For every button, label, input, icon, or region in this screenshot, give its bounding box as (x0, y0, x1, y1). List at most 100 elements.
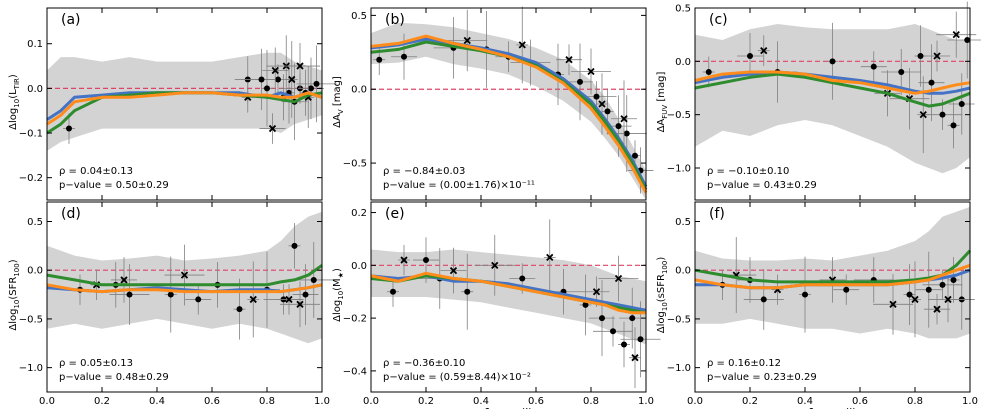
panel-label: (e) (385, 206, 405, 222)
data-point-circle (637, 336, 644, 343)
panel-e: 0.0 0.2 0.4 0.6 0.8 1.0 −0.4 −0.2 0.0 0.2 Δlog10(M… (332, 201, 661, 409)
series-line-green (694, 72, 971, 108)
data-point-circle (925, 286, 932, 293)
y-tick-label: 0.0 (351, 85, 367, 96)
y-tick-label: −0.5 (19, 314, 43, 325)
data-point-circle (167, 291, 174, 298)
x-tick-label: 0.4 (797, 396, 813, 407)
data-point-circle (898, 69, 905, 75)
y-axis-label-part: ΔA (656, 119, 667, 133)
x-axis-label: 1 - cos(i) (484, 406, 532, 409)
y-axis-label-part: ) (8, 259, 19, 263)
stat-p-value: p−value = (0.59±8.44)×10⁻² (383, 372, 531, 383)
data-point-circle (376, 56, 383, 63)
data-point-circle (264, 85, 270, 92)
series-line-green (46, 264, 323, 287)
y-tick-label: −1.0 (667, 363, 691, 374)
x-tick-label: 0.0 (39, 396, 55, 407)
data-point-cross (271, 66, 279, 75)
data-point-cross (587, 67, 595, 76)
data-point-cross (592, 288, 601, 296)
data-point-cross (518, 41, 526, 49)
data-point-cross (952, 31, 960, 39)
y-tick-label: −0.5 (667, 314, 691, 325)
y-axis-label: Δlog10(LTIR) (8, 74, 21, 130)
data-point-circle (870, 63, 877, 70)
y-axis-label-subscript: 10 (661, 302, 669, 311)
panel-d: 0.0 0.2 0.4 0.6 0.8 1.0 −1.0 −0.5 0.0 0.5 Δlog10(S… (8, 201, 334, 407)
y-tick-label: 0.0 (675, 266, 691, 277)
data-point-cross (889, 300, 897, 308)
y-tick-label: −0.5 (343, 159, 367, 170)
data-point-circle (390, 288, 396, 295)
data-point-circle (310, 276, 317, 283)
data-point-circle (623, 130, 630, 137)
data-point-circle (126, 291, 133, 298)
y-axis-label: Δlog10(SFR100) (8, 259, 21, 330)
stat-rho: ρ = −0.84±0.03 (383, 166, 465, 177)
x-tick-label: 1.0 (962, 396, 978, 407)
scatter-band (371, 249, 646, 345)
data-point-circle (464, 288, 471, 295)
x-tick-label: 0.2 (742, 396, 758, 407)
x-tick-label: 0.2 (94, 396, 110, 407)
y-tick-label: 0.5 (675, 217, 691, 228)
y-tick-label: −0.1 (19, 129, 43, 140)
data-point-cross (268, 124, 277, 133)
data-point-cross (919, 111, 927, 119)
y-axis-label-part: Δlog (656, 311, 667, 333)
panel-a: −0.2 −0.1 0.0 0.1 Δlog10(LTIR) (a) ρ = 0.04±0.… (8, 7, 337, 201)
y-axis-label-subscript: FUV (661, 105, 669, 119)
series-line-blue (694, 70, 971, 95)
data-point-cross (285, 295, 293, 304)
stat-p-value: p−value = (0.00±1.76)×10⁻¹¹ (383, 180, 535, 191)
panel-c: −1.0 −0.5 0.0 0.5 ΔAFUV [mag] (c) ρ = −0.10±0.… (656, 1, 981, 201)
y-tick-label: −1.0 (667, 164, 691, 175)
y-axis-label-part: Δlog (8, 309, 19, 331)
data-point-circle (802, 291, 808, 298)
x-tick-label: 0.6 (204, 396, 220, 407)
data-point-cross (944, 295, 952, 304)
y-tick-label: −0.4 (343, 366, 367, 377)
y-tick-label: 0.5 (27, 217, 43, 228)
y-axis-label-subscript: 10 (337, 291, 345, 300)
series-line-orange (46, 283, 323, 294)
y-axis-label-subscript: TIR (13, 78, 21, 90)
panel-f: 0.0 0.2 0.4 0.6 0.8 1.0 −1.0 −0.5 0.0 0.5 Δlog10(s… (656, 201, 978, 409)
data-point-circle (313, 80, 320, 87)
stat-p-value: p−value = 0.23±0.29 (707, 372, 817, 383)
data-point-circle (964, 37, 971, 43)
y-axis-label-part: Δlog (8, 108, 19, 130)
data-point-cross (449, 266, 458, 275)
data-point-circle (928, 79, 935, 86)
panel-label: (d) (61, 206, 81, 222)
data-point-cross (288, 75, 296, 84)
data-point-circle (308, 85, 314, 92)
data-point-circle (950, 122, 957, 129)
stat-rho: ρ = 0.04±0.13 (59, 166, 133, 177)
data-point-circle (291, 242, 298, 249)
x-tick-label: 0.0 (363, 396, 379, 407)
axes-frame (694, 7, 971, 201)
stat-rho: ρ = 0.16±0.12 (707, 358, 781, 369)
y-tick-label: −0.2 (19, 173, 43, 184)
data-point-circle (401, 53, 407, 60)
panel-b: −0.5 0.0 0.5 ΔAV [mag] (b) ρ = −0.84±0.03 p−va… (332, 6, 654, 201)
x-tick-label: 0.2 (418, 396, 434, 407)
stat-p-value: p−value = 0.48±0.29 (59, 372, 169, 383)
data-point-cross (760, 47, 768, 55)
data-point-circle (615, 123, 622, 130)
y-axis-label-subscript: 10 (13, 99, 21, 108)
data-point-circle (604, 108, 611, 115)
y-axis-label-subscript: 10 (13, 300, 21, 309)
data-point-circle (66, 125, 72, 132)
data-point-circle (632, 152, 638, 159)
stat-rho: ρ = −0.36±0.10 (383, 358, 465, 369)
data-point-cross (631, 354, 639, 362)
data-point-circle (593, 93, 600, 100)
panel-label: (c) (709, 12, 728, 28)
data-point-circle (950, 276, 957, 283)
data-point-cross (120, 276, 128, 284)
data-point-circle (621, 341, 627, 348)
